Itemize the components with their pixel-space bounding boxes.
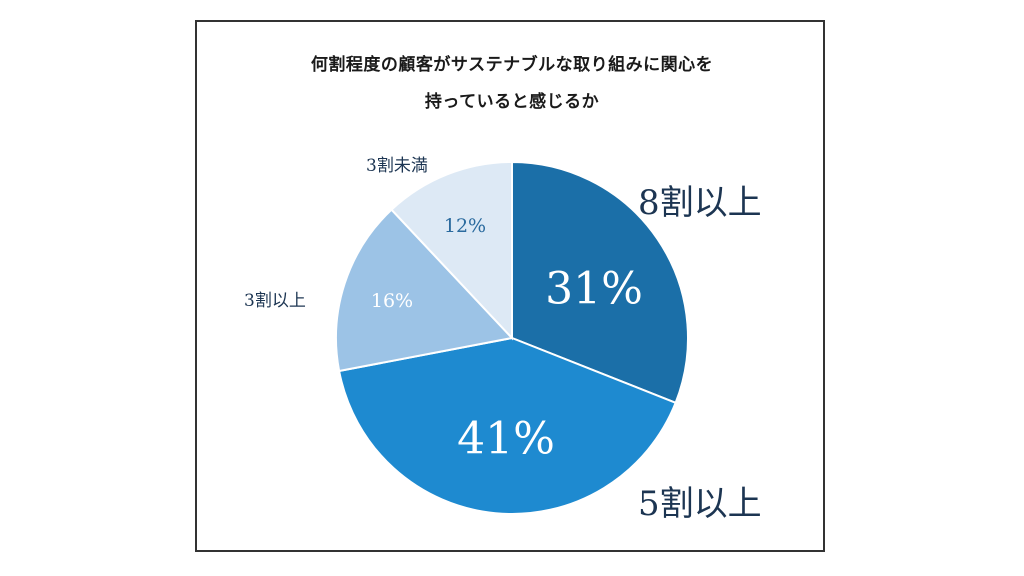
label-3wari-miman: 3割未満 (366, 156, 428, 176)
slice-3wari-ijou (335, 208, 514, 373)
label-8wari-ijou: 8割以上 (638, 183, 762, 223)
label-5wari-ijou: 5割以上 (638, 484, 762, 524)
label-3wari-ijou: 3割以上 (244, 291, 306, 311)
chart-title-line-2: 持っていると感じるか (424, 92, 600, 112)
pct-8wari-ijou: 31% (545, 263, 643, 315)
slice-8wari-ijou (511, 160, 689, 405)
slice-5wari-ijou (337, 336, 677, 515)
slice-3wari-miman (390, 160, 513, 341)
pct-3wari-miman: 12% (443, 215, 487, 237)
pct-3wari-ijou: 16% (370, 290, 414, 312)
chart-title-line-1: 何割程度の顧客がサステナブルな取り組みに関心を (310, 55, 714, 75)
pct-5wari-ijou: 41% (457, 413, 555, 465)
